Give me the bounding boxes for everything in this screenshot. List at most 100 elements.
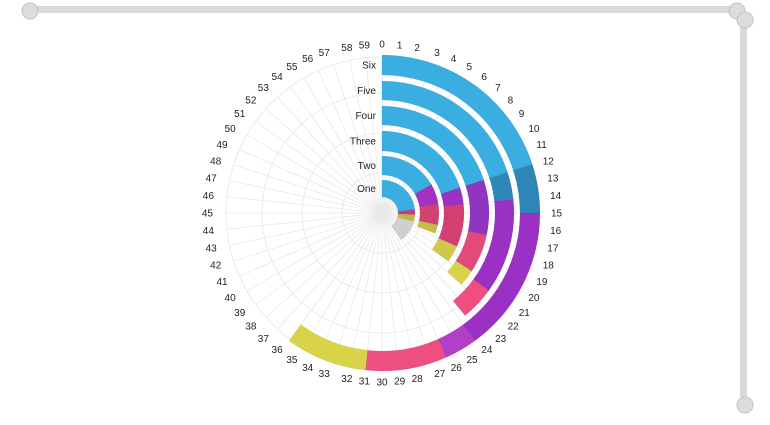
angle-tick-label: 28 [412,374,424,385]
bar-segment-ring-6 [288,324,368,371]
angle-tick-label: 59 [359,40,371,51]
angle-tick-label: 53 [258,83,270,94]
angle-tick-label: 56 [302,54,314,65]
bar-segment-ring-1 [381,179,416,212]
bottom-right-handle[interactable] [736,396,754,414]
grid-spoke [381,212,461,349]
angle-tick-label: 25 [467,355,479,366]
angle-tick-label: 36 [272,345,284,356]
angle-ticks: 0 1 2 3456789101112131415161718192021222324… [202,40,563,389]
angle-tick-label: 51 [234,109,246,120]
angle-tick-label: 29 [394,377,406,388]
angle-tick-label: 57 [319,48,331,59]
bar-segment-ring-2 [417,220,439,234]
angle-tick-label: 20 [528,293,540,304]
angle-tick-label: 49 [216,140,228,151]
angle-tick-label: 15 [551,209,563,220]
grid-spoke [303,77,383,214]
angle-tick-label: 14 [550,191,562,202]
angle-tick-label: 4 [451,54,457,65]
angle-tick-label: 30 [376,378,388,389]
grid-spoke [349,60,383,214]
angle-tick-label: 55 [286,62,298,73]
grid-spoke [318,212,383,356]
angle-tick-label: 26 [451,363,463,374]
grid-spoke [229,212,383,246]
grid-spoke [246,212,383,292]
angle-tick-label: 13 [547,173,559,184]
angle-tick-label: 10 [528,124,540,135]
bar-segment-ring-6 [512,163,541,214]
ring-label-two: Two [358,161,377,172]
angle-tick-label: 35 [286,355,298,366]
grid-spoke [226,196,383,214]
angle-tick-label: 42 [210,261,222,272]
bar-segment-ring-4 [447,260,473,285]
angle-tick-label: 5 [467,62,473,73]
angle-tick-label: 50 [225,124,237,135]
angle-tick-label: 39 [234,308,246,319]
bar-segment-ring-4 [455,230,487,272]
ring-label-one: One [357,184,376,195]
angle-tick-label: 47 [206,173,218,184]
grid-spoke [246,134,383,214]
angle-tick-label: 19 [536,277,548,288]
angle-tick-label: 12 [543,156,555,167]
bar-segment-ring-6 [437,324,476,358]
grid-spoke [277,212,383,330]
bar-segment-ring-1 [391,216,415,241]
angle-tick-label: 38 [245,322,257,333]
bar-segment-ring-2 [381,155,432,195]
angle-tick-label: 23 [495,334,507,345]
grid-spoke [239,149,383,214]
grid-spoke [303,212,383,349]
bar-segment-ring-1 [397,213,416,222]
grid-spoke [381,212,415,366]
ring-label-five: Five [357,86,376,97]
grid-spoke [289,212,383,340]
angle-tick-label: 2 [414,43,420,54]
grid-spoke [233,164,383,214]
grid-spoke [381,212,399,369]
grid-spoke [333,212,383,362]
angle-tick-label: 40 [225,293,237,304]
grid-spoke [381,212,475,340]
angle-tick-label: 0 [379,40,385,51]
grid-spoke [229,180,383,214]
angle-tick-label: 9 [519,109,525,120]
angle-tick-label: 8 [508,95,514,106]
angle-tick-label: 37 [258,334,270,345]
grid-spoke [233,212,383,262]
right-resize-bar[interactable] [740,12,747,412]
angle-tick-label: 52 [245,95,257,106]
angle-tick-label: 6 [481,72,487,83]
ring-labels: One Two Three Four Five Six [350,61,377,196]
grid-spoke [381,212,431,362]
grid-spoke [318,70,383,214]
angle-tick-label: 54 [272,72,284,83]
bar-segment-ring-2 [414,184,439,208]
angle-tick-label: 3 [434,48,440,59]
angle-tick-label: 34 [302,363,314,374]
angle-tick-label: 48 [210,156,222,167]
angle-tick-label: 33 [319,369,331,380]
grid-spoke [349,212,383,366]
angle-tick-label: 18 [543,261,555,272]
angle-tick-label: 17 [547,244,559,255]
angle-tick-label: 27 [434,369,446,380]
angle-tick-label: 1 [397,40,403,51]
bar-segment-ring-5 [381,80,508,179]
top-left-handle[interactable] [21,2,39,20]
angle-tick-label: 31 [359,377,371,388]
angle-tick-label: 45 [202,209,214,220]
grid-spoke [239,212,383,277]
grid-spoke [289,86,383,214]
right-top-handle[interactable] [736,11,754,29]
bar-segment-ring-3 [440,187,464,207]
bar-segment-ring-5 [452,279,490,316]
grid-spoke [365,212,383,369]
top-resize-bar[interactable] [28,6,740,13]
angle-tick-label: 46 [203,191,215,202]
bar-segment-ring-4 [465,179,490,236]
